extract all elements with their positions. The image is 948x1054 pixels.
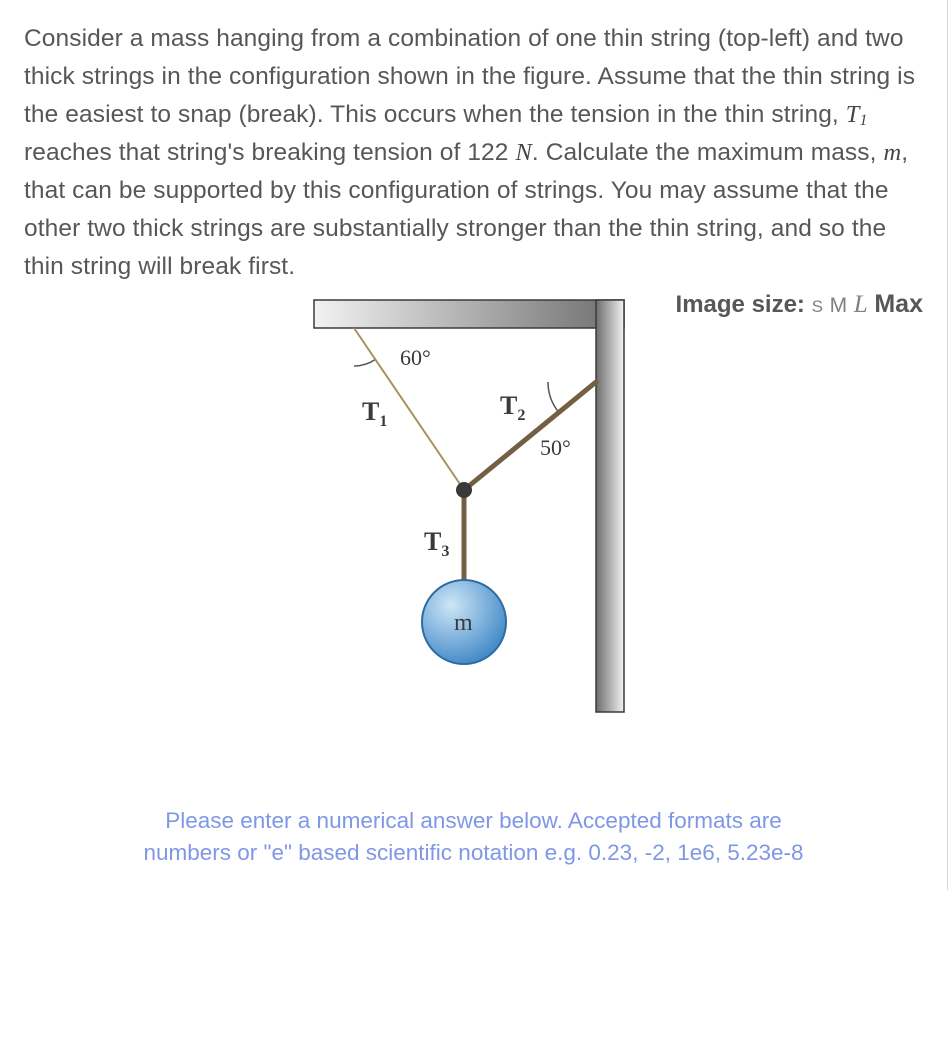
svg-text:m: m — [454, 610, 473, 636]
image-size-s[interactable]: S — [812, 297, 823, 316]
image-size-l[interactable]: L — [854, 291, 868, 318]
tension-value: 122 — [467, 139, 508, 166]
mass-symbol: m — [883, 139, 901, 166]
hint-line-1: Please enter a numerical answer below. A… — [165, 808, 782, 833]
svg-text:60°: 60° — [400, 345, 431, 370]
image-size-m[interactable]: M — [830, 294, 848, 317]
problem-text-2: reaches that string's breaking tension o… — [24, 139, 467, 166]
diagram-wrap: T1 T2 T3 m 60° 50° — [24, 290, 923, 725]
image-size-label: Image size: — [676, 291, 805, 318]
tension-unit: N — [515, 139, 531, 166]
svg-text:T1: T1 — [362, 397, 387, 430]
image-size-max[interactable]: Max — [874, 290, 923, 318]
t1-symbol: T1 — [846, 101, 868, 128]
problem-text-1: Consider a mass hanging from a combinati… — [24, 25, 915, 128]
problem-text-3: . Calculate the maximum mass, — [532, 139, 884, 166]
image-size-control: Image size: S M L Max — [676, 290, 923, 319]
image-row: Image size: S M L Max T1 T2 T3 m 60° 50° — [24, 290, 923, 725]
svg-text:50°: 50° — [540, 435, 571, 460]
svg-text:T3: T3 — [424, 527, 449, 560]
hint-line-2: numbers or "e" based scientific notation… — [143, 840, 803, 865]
tension-diagram: T1 T2 T3 m 60° 50° — [304, 290, 644, 720]
problem-statement: Consider a mass hanging from a combinati… — [24, 20, 923, 286]
problem-page: Consider a mass hanging from a combinati… — [0, 0, 948, 890]
svg-text:T2: T2 — [500, 391, 525, 424]
answer-format-hint: Please enter a numerical answer below. A… — [24, 805, 923, 870]
